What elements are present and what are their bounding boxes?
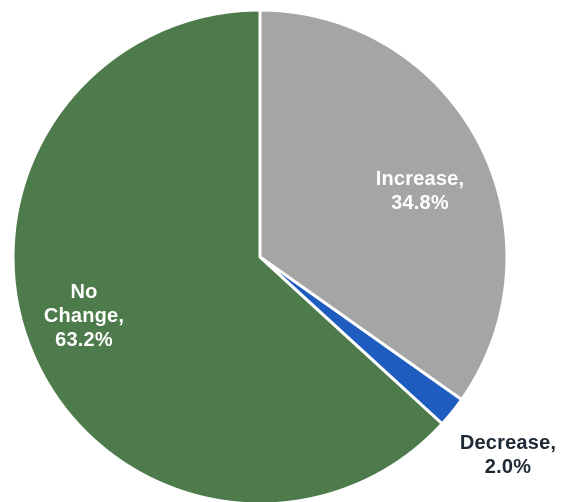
- data-label-line: 34.8%: [391, 192, 449, 214]
- data-label-decrease: Decrease, 2.0%: [460, 432, 556, 478]
- data-label-line: No: [70, 281, 97, 303]
- data-label-line: Increase,: [376, 168, 465, 190]
- data-label-no-change: No Change, 63.2%: [44, 281, 124, 351]
- data-label-line: Change,: [44, 305, 124, 327]
- labels-layer: Increase, 34.8% Decrease, 2.0% No Change, 63.2…: [44, 168, 556, 478]
- data-label-line: 63.2%: [55, 329, 113, 351]
- data-label-line: 2.0%: [485, 456, 531, 478]
- data-label-increase: Increase, 34.8%: [376, 168, 465, 214]
- data-label-line: Decrease,: [460, 432, 556, 454]
- pie-slice-no-change: [11, 8, 444, 502]
- slices-layer: [11, 8, 509, 502]
- pie-slice-increase: [258, 8, 509, 402]
